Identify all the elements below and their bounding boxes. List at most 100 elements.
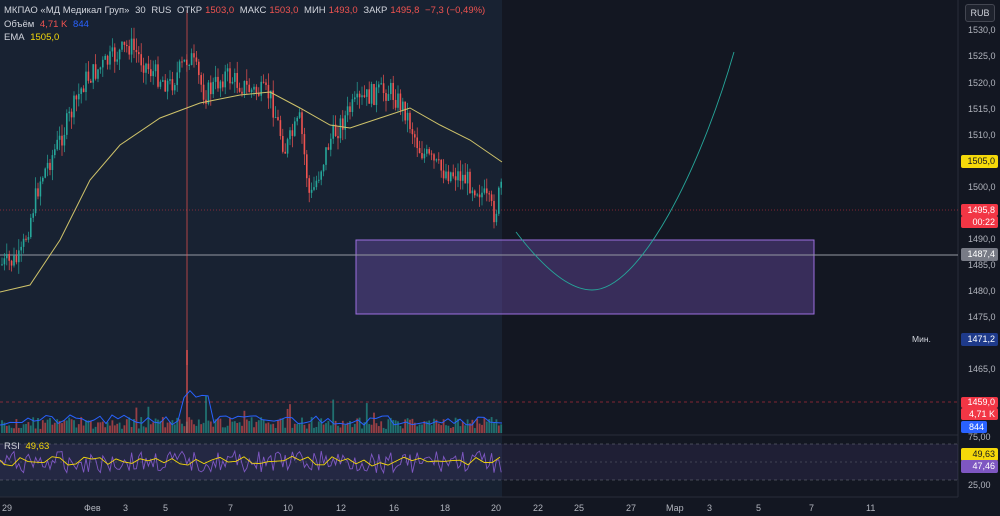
volume-bar [137, 428, 140, 433]
candle-body [320, 171, 322, 180]
volume-bar [5, 425, 8, 433]
volume-bar [221, 427, 224, 433]
candle-body [258, 93, 260, 96]
volume-bar [118, 422, 121, 433]
candle-body [361, 95, 363, 98]
candle-body [308, 178, 310, 193]
candle-body [193, 53, 195, 58]
candle-body [274, 117, 277, 119]
candle-body [279, 120, 282, 137]
candle-body [217, 76, 219, 89]
volume-bar [411, 418, 414, 433]
candle-body [75, 95, 78, 100]
volume-bar [490, 417, 493, 433]
time-tick-label: 12 [336, 503, 347, 513]
candle-body [190, 53, 193, 66]
candle-body [387, 94, 390, 101]
volume-bar [435, 419, 438, 433]
volume-bar [286, 408, 289, 433]
candle-body [385, 93, 387, 101]
volume-bar [82, 425, 85, 433]
volume-bar [46, 419, 49, 433]
volume-bar [106, 422, 109, 433]
volume-bar [365, 403, 368, 433]
candle-body [181, 61, 183, 63]
volume-legend[interactable]: Объём 4,71 K 844 [4, 19, 92, 30]
candle-body [118, 49, 121, 60]
volume-bar [358, 417, 361, 433]
candle-body [289, 130, 291, 140]
volume-bar [61, 423, 63, 433]
volume-bar [53, 422, 56, 433]
candle-body [428, 149, 430, 154]
candle-body [42, 177, 44, 182]
volume-bar [440, 425, 443, 433]
rsi-value-1: 49,63 [25, 441, 50, 452]
symbol-legend[interactable]: МКПАО «МД Медикал Груп» 30 RUS ОТКР 1503,… [4, 5, 488, 16]
volume-bar [111, 420, 114, 433]
time-tick-label: 7 [228, 503, 234, 513]
candle-body [13, 255, 15, 266]
volume-bar [457, 419, 459, 433]
candle-body [435, 159, 438, 161]
candle-body [68, 111, 70, 114]
candle-body [406, 112, 409, 121]
candle-body [63, 134, 66, 146]
volume-bar [351, 427, 354, 433]
forecast-curve [515, 51, 735, 291]
volume-bar [231, 421, 234, 433]
volume-ma-line [0, 389, 503, 426]
volume-bar [269, 424, 272, 433]
volume-bar [346, 422, 349, 433]
volume-bar [262, 419, 265, 433]
candle-body [253, 86, 255, 90]
candle-body [116, 59, 118, 62]
rsi-legend[interactable]: RSI 49,63 [4, 441, 52, 452]
volume-bar [445, 425, 447, 433]
candle-body [157, 64, 159, 87]
volume-bar [224, 427, 227, 433]
candle-body [488, 193, 490, 195]
volume-bar [169, 421, 171, 433]
volume-bar [327, 421, 330, 433]
candle-body [121, 41, 123, 50]
candle-body [500, 181, 502, 188]
time-tick-label: 7 [809, 503, 815, 513]
candle-body [296, 117, 298, 122]
candle-body [243, 81, 246, 94]
volume-bar [73, 420, 75, 433]
candle-body [382, 83, 385, 94]
candle-body [66, 113, 68, 135]
volume-bar [202, 422, 205, 433]
volume-bar [205, 395, 207, 433]
candle-body [262, 81, 265, 83]
candle-body [414, 134, 416, 138]
rsi-band-background [0, 444, 958, 480]
candle-body [378, 84, 380, 88]
volume-bar [341, 420, 344, 433]
candle-body [418, 148, 421, 154]
rsi-tick-label: 25,00 [968, 480, 991, 490]
rsi-value-label: 49,63 [961, 448, 998, 461]
volume-bar [85, 420, 87, 433]
volume-bar [284, 427, 287, 433]
volume-bar [200, 424, 203, 433]
candle-body [32, 213, 34, 218]
candle-body [282, 136, 284, 152]
volume-bar [13, 428, 15, 433]
price-tick-label: 1515,0 [968, 104, 996, 114]
volume-bar [65, 420, 68, 433]
volume-bar [281, 418, 284, 433]
currency-button[interactable]: RUB [965, 4, 995, 22]
ema-legend[interactable]: EMA 1505,0 [4, 32, 62, 43]
volume-bar [99, 422, 102, 433]
volume-bar [337, 425, 339, 433]
time-tick-label: 25 [574, 503, 585, 513]
volume-bar [425, 421, 428, 433]
time-tick-label: Фев [84, 503, 101, 513]
candle-body [452, 172, 454, 177]
volume-bar [130, 427, 133, 433]
candle-body [457, 171, 459, 181]
